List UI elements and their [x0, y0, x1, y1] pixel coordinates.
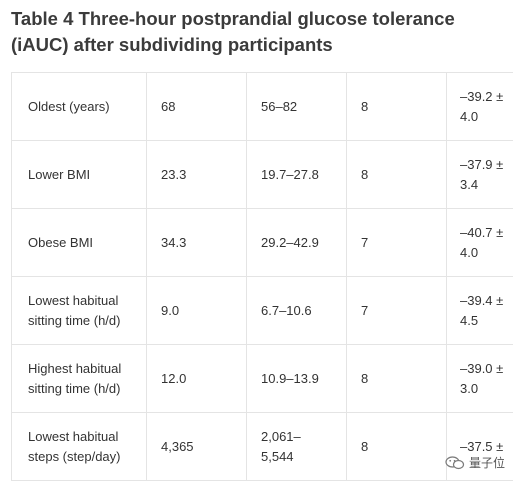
- group-line-2: steps (step/day): [28, 448, 121, 464]
- iauc-cell: –40.7 ± 4.0: [446, 208, 513, 277]
- table-container: Oldest (years) 68 56–82 8 –39.2 ± 4.0 Lo…: [11, 72, 513, 488]
- range-cell: 2,061– 5,544: [246, 412, 347, 481]
- watermark-text: 量子位: [468, 456, 505, 470]
- wechat-icon: [445, 455, 465, 469]
- n-cell: 8: [346, 140, 447, 209]
- group-cell: Lowest habitual sitting time (h/d): [11, 276, 147, 345]
- range-cell: 6.7–10.6: [246, 276, 347, 345]
- group-cell: Highest habitual sitting time (h/d): [11, 344, 147, 413]
- iauc-line-1: –37.9 ±: [460, 156, 504, 172]
- group-cell: Obese BMI: [11, 208, 147, 277]
- table-title: Table 4 Three-hour postprandial glucose …: [11, 8, 455, 55]
- n-cell: 7: [346, 208, 447, 277]
- iauc-line-2: 4.0: [460, 108, 479, 124]
- table-row: Highest habitual sitting time (h/d) 12.0…: [11, 344, 513, 413]
- iauc-line-1: –40.7 ±: [460, 224, 504, 240]
- value-cell: 34.3: [146, 208, 247, 277]
- iauc-cell: –37.9 ± 3.4: [446, 140, 513, 209]
- range-cell: 29.2–42.9: [246, 208, 347, 277]
- n-cell: 8: [346, 412, 447, 481]
- value-cell: 23.3: [146, 140, 247, 209]
- range-cell: 10.9–13.9: [246, 344, 347, 413]
- group-line-2: sitting time (h/d): [28, 312, 121, 328]
- iauc-line-1: –37.5 ±: [460, 438, 504, 454]
- range-cell: 19.7–27.8: [246, 140, 347, 209]
- table-row: Lower BMI 23.3 19.7–27.8 8 –37.9 ± 3.4: [11, 140, 513, 209]
- table-row: Lowest habitual sitting time (h/d) 9.0 6…: [11, 276, 513, 345]
- glucose-tolerance-table: Oldest (years) 68 56–82 8 –39.2 ± 4.0 Lo…: [11, 72, 513, 481]
- value-cell: 68: [146, 72, 247, 141]
- n-cell: 8: [346, 72, 447, 141]
- table-row: Lowest habitual steps (step/day) 4,365 2…: [11, 412, 513, 481]
- group-cell: Lowest habitual steps (step/day): [11, 412, 147, 481]
- group-cell: Oldest (years): [11, 72, 147, 141]
- table-row: Obese BMI 34.3 29.2–42.9 7 –40.7 ± 4.0: [11, 208, 513, 277]
- group-line-1: Lowest habitual: [28, 292, 119, 308]
- n-cell: 7: [346, 276, 447, 345]
- iauc-line-2: 4.0: [460, 244, 479, 260]
- group-line-1: Lowest habitual: [28, 428, 119, 444]
- range-line-1: 2,061–: [261, 428, 301, 444]
- group-cell: Lower BMI: [11, 140, 147, 209]
- table-row: Oldest (years) 68 56–82 8 –39.2 ± 4.0: [11, 72, 513, 141]
- iauc-line-2: 3.4: [460, 176, 479, 192]
- value-cell: 4,365: [146, 412, 247, 481]
- iauc-cell: –39.2 ± 4.0: [446, 72, 513, 141]
- iauc-cell: –37.5 ±: [446, 412, 513, 481]
- iauc-line-1: –39.4 ±: [460, 292, 504, 308]
- iauc-cell: –39.0 ± 3.0: [446, 344, 513, 413]
- iauc-line-1: –39.0 ±: [460, 360, 504, 376]
- value-cell: 12.0: [146, 344, 247, 413]
- iauc-line-1: –39.2 ±: [460, 88, 504, 104]
- watermark: 量子位: [445, 454, 505, 471]
- group-line-2: sitting time (h/d): [28, 380, 121, 396]
- iauc-line-2: 3.0: [460, 380, 479, 396]
- range-cell: 56–82: [246, 72, 347, 141]
- range-line-2: 5,544: [261, 448, 294, 464]
- iauc-line-2: 4.5: [460, 312, 479, 328]
- iauc-cell: –39.4 ± 4.5: [446, 276, 513, 345]
- value-cell: 9.0: [146, 276, 247, 345]
- n-cell: 8: [346, 344, 447, 413]
- group-line-1: Highest habitual: [28, 360, 122, 376]
